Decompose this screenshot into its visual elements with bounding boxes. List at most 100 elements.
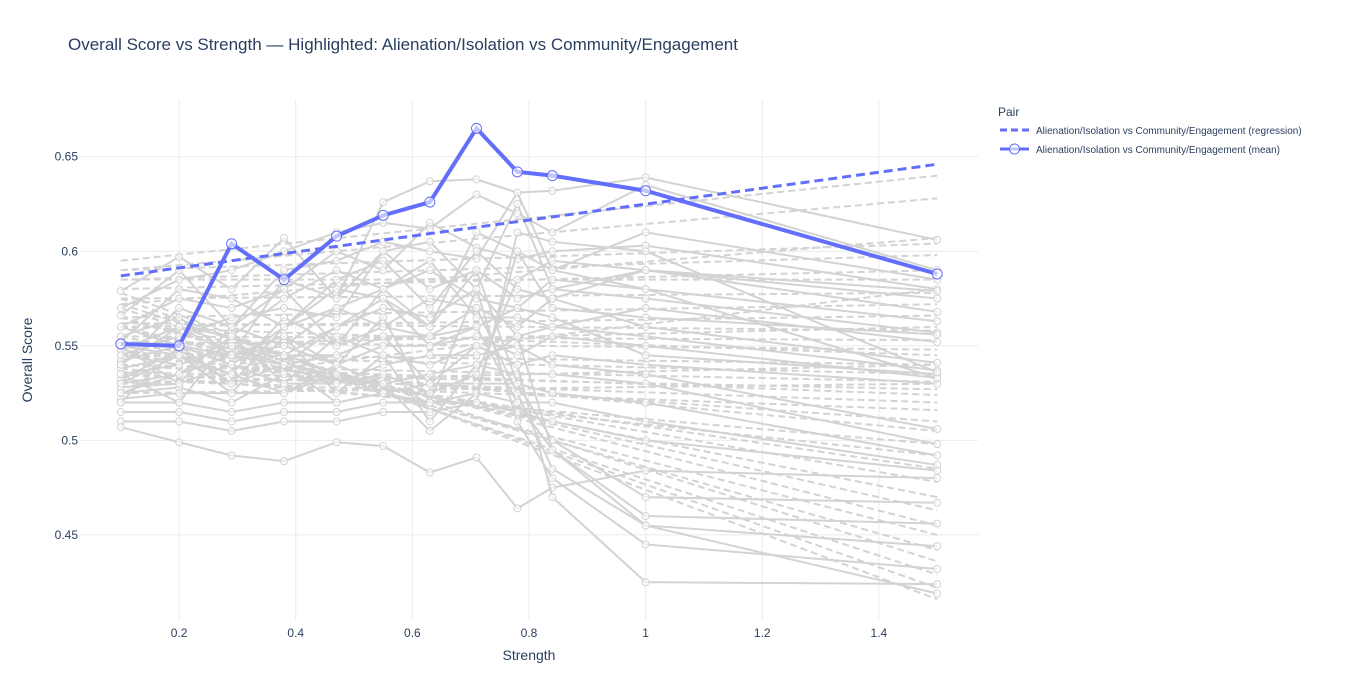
background-point [425, 468, 434, 477]
highlight-regression-line [120, 162, 938, 278]
background-point [280, 370, 289, 379]
background-point [933, 519, 942, 528]
background-point [332, 313, 341, 322]
background-point [280, 341, 289, 350]
background-mean-line [120, 426, 938, 510]
background-point [641, 360, 650, 369]
background-point [379, 360, 388, 369]
legend[interactable]: Pair Alienation/Isolation vs Community/E… [998, 105, 1302, 156]
background-point [548, 285, 557, 294]
background-mean-line [120, 184, 938, 309]
background-point [472, 266, 481, 275]
background-point [332, 351, 341, 360]
background-point [425, 389, 434, 398]
y-axis-title: Overall Score [19, 317, 35, 402]
background-point [425, 237, 434, 246]
background-mean-line [120, 268, 938, 504]
highlight-point [471, 122, 483, 134]
y-tick-label: 0.65 [55, 150, 79, 164]
background-point [227, 294, 236, 303]
background-point [472, 190, 481, 199]
highlight-point [331, 230, 343, 242]
background-mean-line [120, 392, 938, 466]
background-point [472, 228, 481, 237]
background-point [332, 294, 341, 303]
background-point [641, 228, 650, 237]
legend-title: Pair [998, 105, 1019, 119]
legend-item-mean[interactable]: Alienation/Isolation vs Community/Engage… [1000, 143, 1280, 156]
background-point [548, 237, 557, 246]
background-point [425, 285, 434, 294]
background-point [641, 512, 650, 520]
background-point [116, 423, 125, 432]
background-regression-line [120, 316, 938, 551]
background-point [175, 285, 184, 294]
background-point [175, 294, 184, 303]
background-point [175, 370, 184, 379]
background-point [332, 322, 341, 331]
background-regression-line [120, 325, 938, 536]
background-point [548, 186, 557, 195]
background-point [379, 247, 388, 256]
background-point [513, 188, 522, 197]
background-point [425, 304, 434, 312]
background-point [175, 313, 184, 322]
background-point [332, 408, 341, 416]
background-point [227, 332, 236, 341]
background-point [472, 370, 481, 379]
highlight-point [640, 185, 652, 197]
background-point [227, 417, 236, 426]
background-mean-line [120, 335, 938, 385]
background-point [933, 474, 942, 483]
background-point [548, 445, 557, 454]
background-point [641, 285, 650, 294]
background-point [641, 370, 650, 379]
background-point [641, 332, 650, 341]
background-point [933, 580, 942, 589]
background-point [513, 332, 522, 341]
background-point [425, 360, 434, 369]
background-point [280, 457, 289, 466]
background-point [227, 304, 236, 312]
background-point [280, 285, 289, 294]
highlight-point [546, 170, 558, 182]
background-point [332, 341, 341, 350]
background-point [175, 252, 184, 261]
background-point [641, 247, 650, 256]
background-point [175, 275, 184, 284]
background-point [175, 398, 184, 407]
background-point [425, 247, 434, 256]
background-point [227, 360, 236, 369]
background-mean-line [120, 176, 938, 301]
background-point [933, 440, 942, 449]
legend-swatch-marker [1009, 143, 1020, 155]
background-point [175, 322, 184, 331]
x-tick-label: 0.2 [171, 626, 188, 640]
background-mean-line [120, 269, 938, 351]
background-regression-line [120, 254, 938, 281]
background-point [425, 332, 434, 341]
background-point [472, 175, 481, 184]
background-point [548, 398, 557, 407]
background-point [379, 389, 388, 398]
background-point [280, 266, 289, 275]
background-point [425, 294, 434, 303]
background-point [513, 247, 522, 256]
background-point [513, 200, 522, 208]
legend-item-regression[interactable]: Alienation/Isolation vs Community/Engage… [1000, 126, 1302, 137]
background-point [379, 341, 388, 350]
background-regression-line [120, 382, 938, 395]
background-point [332, 370, 341, 379]
background-point [472, 304, 481, 312]
background-point [379, 332, 388, 341]
background-point [641, 294, 650, 303]
legend-label-mean: Alienation/Isolation vs Community/Engage… [1036, 145, 1280, 156]
background-point [513, 389, 522, 398]
background-point [641, 466, 650, 475]
background-regression-line [120, 291, 938, 601]
background-point [280, 322, 289, 331]
background-point [280, 247, 289, 256]
background-point [379, 266, 388, 275]
background-point [513, 228, 522, 237]
background-point [227, 370, 236, 379]
